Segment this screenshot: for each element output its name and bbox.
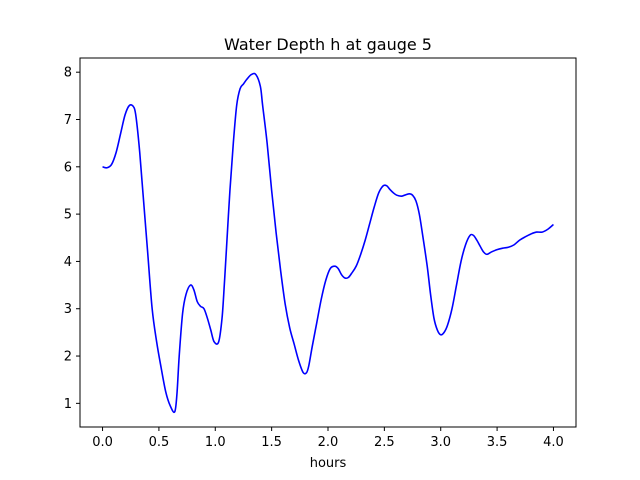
x-tick-label: 2.0 xyxy=(318,435,339,450)
chart-title: Water Depth h at gauge 5 xyxy=(224,35,432,54)
plot-frame xyxy=(79,57,577,428)
x-axis-ticks: 0.0 0.5 1.0 1.5 2.0 2.5 3.0 3.5 4.0 xyxy=(92,427,564,450)
y-axis-ticks: 1 2 3 4 5 6 7 8 xyxy=(64,66,80,412)
x-tick-label: 3.5 xyxy=(487,435,508,450)
x-tick-label: 4.0 xyxy=(543,435,564,450)
x-tick-label: 0.0 xyxy=(92,435,113,450)
x-tick-label: 2.5 xyxy=(374,435,395,450)
y-tick-label: 7 xyxy=(64,113,72,128)
y-tick-label: 3 xyxy=(64,302,72,317)
x-tick-label: 1.0 xyxy=(205,435,226,450)
x-tick-label: 1.5 xyxy=(261,435,282,450)
y-tick-label: 6 xyxy=(64,160,72,175)
x-tick-label: 3.0 xyxy=(430,435,451,450)
y-tick-label: 2 xyxy=(64,350,72,365)
series-layer xyxy=(102,72,554,414)
x-tick-label: 0.5 xyxy=(149,435,170,450)
y-tick-label: 8 xyxy=(64,66,72,81)
y-tick-label: 4 xyxy=(64,255,72,270)
y-tick-label: 1 xyxy=(64,397,72,412)
series-line xyxy=(102,72,554,414)
y-tick-label: 5 xyxy=(64,208,72,223)
x-axis-label: hours xyxy=(310,456,347,471)
